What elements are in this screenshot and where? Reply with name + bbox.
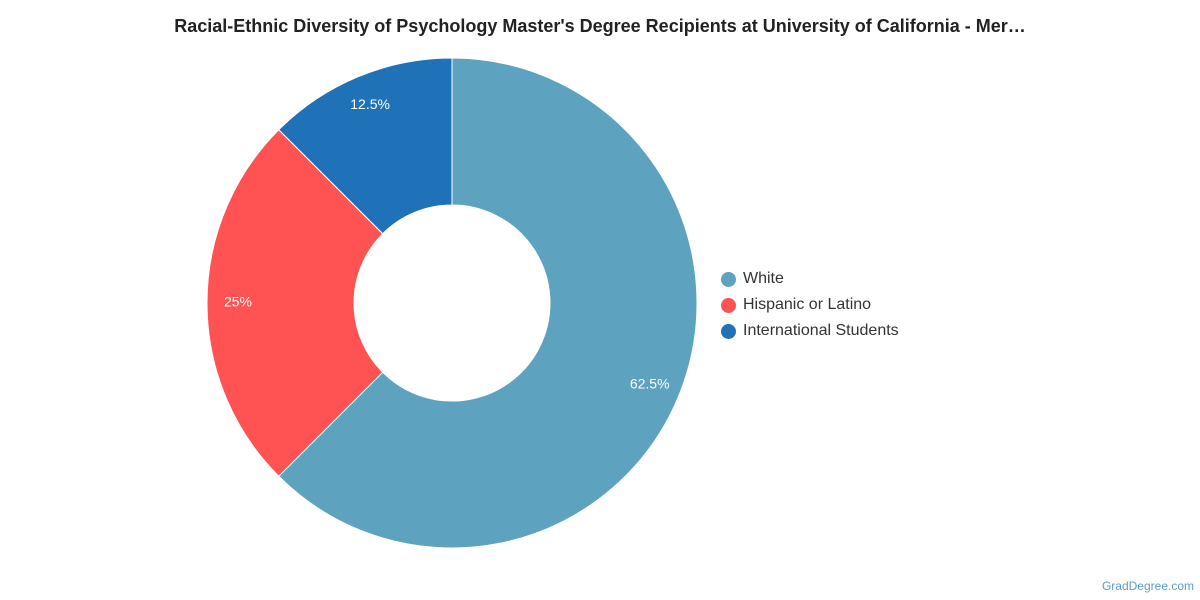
slice-label-white: 62.5% [630, 376, 670, 392]
legend-swatch-hispanic-or-latino [721, 297, 736, 313]
chart-legend: White Hispanic or Latino International S… [721, 266, 899, 344]
slices-group [206, 57, 698, 549]
legend-label-hispanic-or-latino: Hispanic or Latino [743, 296, 872, 313]
legend-item-white[interactable]: White [721, 266, 899, 292]
credit-link[interactable]: GradDegree.com [1101, 579, 1194, 593]
chart-title: Racial-Ethnic Diversity of Psychology Ma… [174, 16, 1026, 36]
legend-swatch-white [721, 271, 736, 287]
slice-labels-group: 62.5% 25% 12.5% [224, 96, 670, 392]
slice-label-hispanic-or-latino: 25% [224, 294, 252, 310]
legend-item-international-students[interactable]: International Students [721, 318, 899, 344]
legend-label-white: White [743, 270, 784, 287]
slice-international-students[interactable] [278, 57, 453, 235]
legend-swatch-international-students [721, 323, 736, 339]
legend-label-international-students: International Students [743, 322, 899, 339]
slice-hispanic-or-latino[interactable] [206, 129, 384, 477]
slice-label-international-students: 12.5% [350, 96, 390, 112]
slice-white[interactable] [278, 57, 698, 549]
legend-item-hispanic-or-latino[interactable]: Hispanic or Latino [721, 292, 899, 318]
